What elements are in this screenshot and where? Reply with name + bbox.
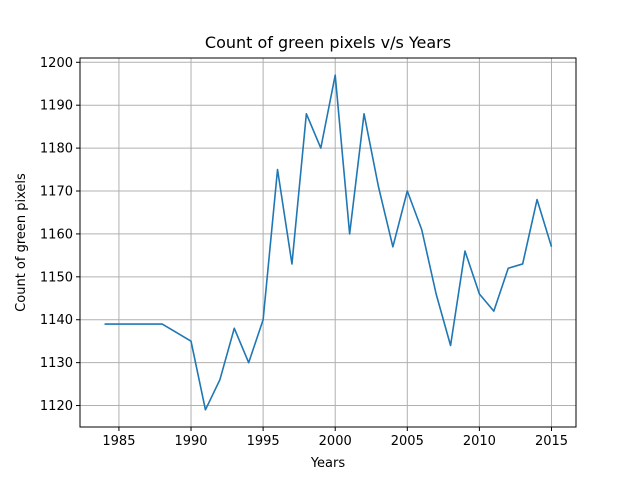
series-line [104,74,553,411]
data-point [203,407,208,412]
y-tick-label: 1120 [40,399,73,414]
data-point [535,197,540,202]
y-tick-label: 1160 [40,227,73,242]
plot-area-frame [79,57,577,428]
data-point [289,261,294,266]
series-layer [102,73,554,412]
data-point [189,339,194,344]
y-axis-label: Count of green pixels [14,173,29,312]
data-point [261,317,266,322]
data-point [275,167,280,172]
data-point [362,111,367,116]
data-point [405,189,410,194]
y-tick-label: 1180 [40,142,73,157]
data-point [145,322,150,327]
y-tick-label: 1130 [40,356,73,371]
data-point [462,249,467,254]
data-point [160,322,165,327]
x-tick-label: 1985 [102,434,135,449]
data-point [549,244,554,249]
x-tick-label: 2015 [535,434,568,449]
data-point [491,309,496,314]
x-axis-label: Years [310,456,346,471]
data-point [477,291,482,296]
data-point [304,111,309,116]
data-point [102,322,107,327]
x-tick-label: 2010 [463,434,496,449]
data-point [419,227,424,232]
data-point [347,231,352,236]
x-tick-label: 2000 [319,434,352,449]
data-point [333,73,338,78]
x-tick-label: 1995 [247,434,280,449]
data-point [174,330,179,335]
chart-title: Count of green pixels v/s Years [205,33,451,52]
y-tick-label: 1190 [40,99,73,114]
data-point [434,291,439,296]
y-tick-label: 1140 [40,313,73,328]
data-point [376,184,381,189]
data-point [116,322,121,327]
y-tick-label: 1150 [40,270,73,285]
data-point [506,266,511,271]
data-point [448,343,453,348]
x-tick-label: 1990 [174,434,207,449]
data-point [520,261,525,266]
data-point [232,326,237,331]
data-point [318,146,323,151]
x-tick-label: 2005 [391,434,424,449]
axis-ticks: 1985 1990 1995 2000 2005 2010 2015 1120 1130 1140… [40,56,568,449]
y-tick-label: 1200 [40,56,73,71]
y-tick-label: 1170 [40,185,73,200]
data-point [131,322,136,327]
grid-lines [80,58,576,427]
data-point [217,377,222,382]
data-point [390,244,395,249]
data-point [246,360,251,365]
